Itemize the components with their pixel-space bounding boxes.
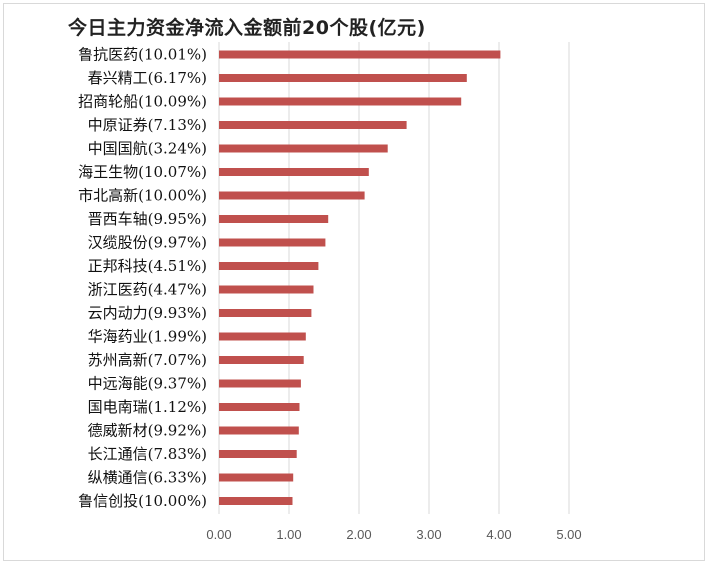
bar [219, 50, 501, 59]
category-label: 中国国航(3.24%) [88, 140, 207, 158]
category-label: 正邦科技(4.51%) [88, 257, 207, 275]
gridlines [218, 42, 570, 514]
bar [219, 379, 301, 388]
category-label: 招商轮船(10.09%) [78, 93, 207, 111]
category-label: 春兴精工(6.17%) [88, 69, 207, 87]
category-label: 鲁抗医药(10.01%) [78, 46, 207, 64]
category-label: 鲁信创投(10.00%) [78, 492, 207, 510]
bar [219, 238, 326, 247]
bars [219, 50, 501, 505]
category-label: 中远海能(9.37%) [88, 375, 207, 393]
category-label: 云内动力(9.93%) [88, 304, 207, 322]
category-label: 浙江医药(4.47%) [88, 281, 207, 299]
x-tick-label: 5.00 [556, 527, 581, 542]
bar [219, 121, 407, 129]
x-tick-label: 1.00 [276, 527, 301, 542]
bar [219, 168, 369, 176]
bar [219, 262, 319, 270]
x-tick-labels: 0.00 1.00 2.00 3.00 4.00 5.00 [206, 527, 581, 542]
category-label: 市北高新(10.00%) [78, 187, 207, 205]
bar [219, 191, 365, 200]
x-tick-label: 3.00 [416, 527, 441, 542]
category-label: 长江通信(7.83%) [88, 445, 207, 463]
bar [219, 426, 299, 435]
category-label: 苏州高新(7.07%) [88, 351, 207, 369]
category-label: 德威新材(9.92%) [88, 422, 207, 440]
x-tick-label: 2.00 [346, 527, 371, 542]
bar [219, 497, 293, 505]
bar [219, 309, 312, 317]
category-label: 汉缆股份(9.97%) [88, 234, 207, 252]
bar [219, 215, 329, 223]
category-label: 晋西车轴(9.95%) [88, 210, 207, 228]
bar [219, 450, 297, 458]
x-tick-label: 4.00 [486, 527, 511, 542]
bar [219, 285, 314, 294]
bar [219, 332, 306, 341]
category-label: 海王生物(10.07%) [78, 163, 207, 181]
chart-title: 今日主力资金净流入金额前20个股(亿元) [68, 17, 426, 39]
bar [219, 97, 462, 106]
chart-frame [3, 3, 705, 561]
category-label: 华海药业(1.99%) [88, 328, 207, 346]
category-label: 国电南瑞(1.12%) [88, 398, 207, 416]
bar [219, 473, 294, 482]
bar [219, 403, 300, 411]
bar [219, 356, 304, 364]
x-tick-label: 0.00 [206, 527, 231, 542]
category-labels: 鲁抗医药(10.01%) 春兴精工(6.17%) 招商轮船(10.09%) 中原证券(… [78, 46, 207, 511]
category-label: 纵横通信(6.33%) [88, 469, 207, 487]
category-label: 中原证券(7.13%) [88, 116, 207, 134]
bar [219, 74, 467, 82]
bar [219, 144, 388, 153]
